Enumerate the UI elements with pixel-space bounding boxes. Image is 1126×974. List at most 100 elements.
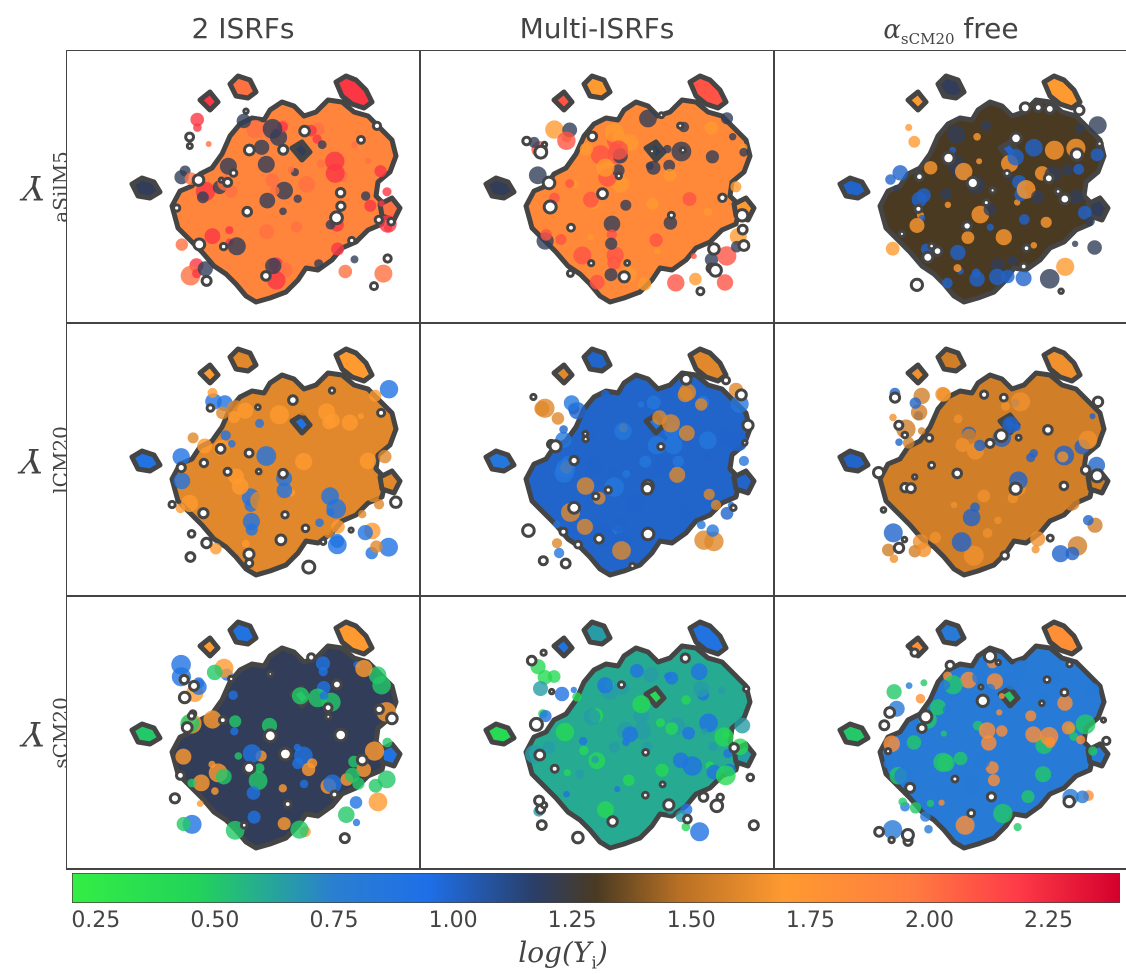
map-pixel-cluster [250, 491, 269, 511]
map-pixel-cluster [1014, 199, 1021, 206]
map-hole [617, 270, 631, 284]
map-pixel-cluster [995, 229, 1012, 246]
map-pixel-cluster [1025, 726, 1042, 743]
map-hole [591, 491, 601, 501]
map-hole [371, 120, 383, 132]
map-region [1085, 195, 1111, 223]
map-hole [888, 391, 902, 404]
map-pixel-cluster [734, 717, 751, 734]
map-pixel-cluster [197, 261, 213, 277]
map-pixel-cluster [570, 686, 577, 694]
map-hole [1053, 187, 1063, 196]
map-pixel-cluster [269, 185, 280, 196]
map-pixel-cluster [321, 487, 339, 506]
map-pixel-cluster [278, 784, 287, 793]
map-pixel-cluster [720, 112, 734, 125]
map-region [483, 175, 517, 201]
map-region [581, 346, 613, 374]
map-hole [200, 536, 213, 550]
map-hole [338, 832, 351, 845]
map-pixel-cluster [314, 259, 324, 269]
map-hole [1021, 243, 1032, 253]
map-hole [306, 652, 317, 663]
map-hole [648, 147, 656, 156]
map-pixel-cluster [909, 397, 921, 409]
map-hole [549, 763, 560, 774]
map-hole [897, 229, 907, 238]
map-hole [567, 500, 582, 515]
map-panel-r2-c0 [66, 595, 421, 870]
map-hole [200, 274, 213, 287]
map-pixel-cluster [350, 255, 359, 264]
map-hole [278, 746, 293, 762]
map-region [483, 721, 517, 747]
map-pixel-cluster [358, 510, 367, 519]
map-hole [656, 442, 666, 452]
map-pixel-cluster [886, 684, 902, 700]
map-hole [243, 447, 255, 459]
map-pixel-cluster [298, 176, 315, 193]
map-hole [217, 715, 228, 725]
map-hole [1018, 261, 1029, 272]
map-pixel-cluster [1007, 149, 1024, 166]
map-hole [525, 654, 538, 667]
map-region [551, 362, 575, 386]
map-region [643, 685, 667, 709]
map-pixel-cluster [622, 726, 638, 743]
map-pixel-cluster [667, 274, 685, 292]
map-pixel-cluster [1031, 190, 1044, 204]
map-hole [909, 277, 924, 292]
map-hole [900, 430, 910, 440]
map-pixel-cluster [563, 769, 571, 777]
map-region [377, 468, 403, 496]
map-pixel-cluster [1024, 518, 1031, 526]
map-hole [717, 192, 728, 204]
map-pixel-cluster [955, 437, 970, 453]
map-pixel-cluster [1040, 388, 1061, 409]
map-hole [909, 647, 920, 658]
map-hole [287, 394, 299, 406]
map-pixel-cluster [291, 687, 310, 705]
map-pixel-cluster [704, 531, 724, 552]
map-pixel-cluster [1039, 692, 1048, 701]
map-region [483, 448, 517, 474]
map-pixel-cluster [981, 735, 997, 751]
map-pixel-cluster [654, 248, 661, 255]
map-hole [239, 820, 249, 830]
map-pixel-cluster [987, 774, 1000, 787]
map-pixel-cluster [682, 192, 697, 207]
map-hole [887, 835, 896, 845]
map-hole [301, 559, 317, 575]
map-pixel-cluster [255, 418, 265, 428]
map-pixel-cluster [225, 226, 234, 235]
map-region [289, 139, 313, 163]
map-pixel-cluster [663, 159, 676, 172]
map-hole [533, 144, 549, 160]
map-pixel-cluster [1056, 257, 1075, 276]
map-hole [329, 210, 344, 226]
map-hole [528, 716, 544, 732]
map-region [129, 175, 163, 201]
map-hole [747, 819, 760, 832]
map-pixel-cluster [359, 452, 377, 470]
map-pixel-cluster [955, 162, 973, 181]
map-pixel-cluster [706, 524, 719, 537]
map-pixel-cluster [1075, 714, 1096, 735]
map-pixel-cluster [661, 389, 674, 402]
map-pixel-cluster [962, 508, 981, 527]
map-pixel-cluster [1001, 401, 1011, 411]
map-hole [892, 541, 906, 555]
colorbar-label: log(Yi) [518, 936, 608, 974]
map-pixel-cluster [597, 801, 614, 819]
map-region [935, 346, 967, 374]
map-hole [941, 150, 956, 166]
map-hole [984, 437, 996, 449]
map-region [197, 362, 221, 386]
map-pixel-cluster [608, 741, 621, 753]
map-pixel-cluster [695, 398, 708, 411]
map-pixel-cluster [573, 246, 592, 265]
map-pixel-cluster [924, 161, 938, 175]
map-hole [614, 171, 624, 181]
map-hole [242, 760, 257, 775]
map-hole [596, 187, 609, 201]
